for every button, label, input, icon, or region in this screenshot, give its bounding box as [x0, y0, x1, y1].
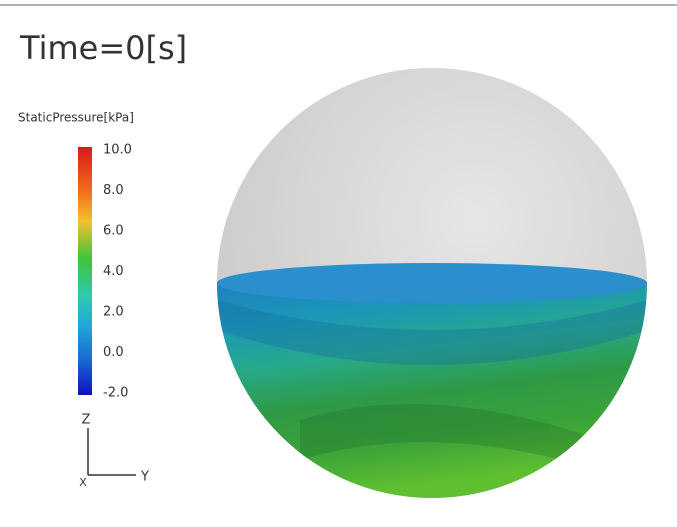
colorbar-ticks: 10.0 8.0 6.0 4.0 2.0 0.0 -2.0 [103, 143, 132, 401]
y-label: Y [140, 470, 149, 485]
x-label: X [79, 476, 87, 489]
sphere [217, 68, 648, 498]
axes-triad: Z Y X [79, 413, 149, 490]
liquid [217, 282, 648, 498]
viewport: Time=0[s] StaticPressure[kPa] 10.0 8.0 6.0… [0, 0, 677, 527]
colorbar-tick-label: 6.0 [103, 224, 124, 239]
colorbar-tick-label: 2.0 [103, 305, 124, 320]
z-label: Z [82, 413, 91, 428]
colorbar-tick-label: 8.0 [103, 183, 124, 198]
liquid-surface [217, 263, 647, 303]
time-title: Time=0[s] [19, 29, 187, 67]
colorbar-tick-label: -2.0 [103, 386, 128, 401]
colorbar-tick-label: 10.0 [103, 143, 132, 158]
colorbar-tick-label: 0.0 [103, 345, 124, 360]
colorbar [78, 147, 92, 395]
colorbar-tick-label: 4.0 [103, 264, 124, 279]
colorbar-label: StaticPressure[kPa] [18, 111, 134, 125]
